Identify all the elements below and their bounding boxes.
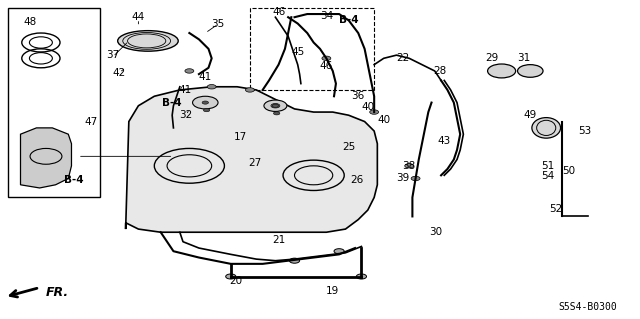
Circle shape	[246, 88, 254, 92]
Text: 41: 41	[179, 85, 191, 95]
Circle shape	[273, 112, 280, 115]
Text: 29: 29	[485, 53, 499, 63]
Text: 36: 36	[351, 91, 365, 101]
Circle shape	[289, 258, 300, 263]
Text: 21: 21	[272, 235, 285, 245]
Text: S5S4-B0300: S5S4-B0300	[558, 301, 617, 312]
Circle shape	[488, 64, 516, 78]
Circle shape	[193, 96, 218, 109]
Text: 31: 31	[517, 53, 531, 63]
Text: 22: 22	[396, 53, 410, 63]
Circle shape	[334, 249, 344, 254]
Text: 53: 53	[578, 126, 591, 136]
Text: 46: 46	[320, 61, 333, 71]
Text: 19: 19	[326, 286, 339, 296]
Circle shape	[271, 104, 280, 108]
Text: 48: 48	[24, 17, 36, 27]
Text: 28: 28	[433, 66, 447, 76]
Text: FR.: FR.	[46, 286, 69, 299]
Text: 25: 25	[342, 142, 355, 152]
Text: 20: 20	[229, 276, 243, 286]
Text: 38: 38	[403, 161, 416, 171]
Text: 32: 32	[180, 110, 193, 120]
Circle shape	[356, 274, 367, 279]
Text: 50: 50	[562, 166, 575, 176]
Circle shape	[204, 108, 210, 112]
Circle shape	[370, 110, 379, 114]
Circle shape	[202, 101, 209, 104]
Text: 30: 30	[429, 227, 442, 237]
Text: 54: 54	[541, 171, 555, 181]
Circle shape	[518, 65, 543, 77]
Text: 34: 34	[320, 11, 333, 21]
Text: 42: 42	[113, 68, 126, 78]
Bar	[8, 8, 100, 197]
Text: 52: 52	[549, 204, 563, 213]
Text: 41: 41	[198, 72, 212, 82]
Ellipse shape	[118, 31, 178, 51]
Text: 43: 43	[438, 136, 451, 145]
Polygon shape	[125, 87, 378, 232]
Text: B-4: B-4	[63, 175, 83, 185]
Circle shape	[272, 104, 278, 107]
Text: 46: 46	[272, 7, 285, 18]
Text: 27: 27	[248, 158, 262, 168]
Text: 51: 51	[541, 161, 555, 171]
Text: 17: 17	[234, 132, 247, 142]
Bar	[250, 8, 374, 90]
Text: 35: 35	[211, 19, 225, 28]
Circle shape	[207, 85, 216, 89]
Circle shape	[185, 69, 194, 73]
Text: 26: 26	[350, 175, 364, 185]
Polygon shape	[20, 128, 72, 188]
Circle shape	[264, 100, 287, 111]
Text: B-4: B-4	[162, 98, 181, 108]
Text: 47: 47	[84, 116, 97, 127]
Text: 37: 37	[106, 50, 120, 60]
Circle shape	[411, 176, 420, 181]
Text: 39: 39	[396, 174, 410, 183]
Text: 45: 45	[291, 47, 305, 57]
Circle shape	[322, 56, 331, 61]
Circle shape	[404, 164, 413, 168]
Text: 40: 40	[377, 115, 390, 125]
Text: B-4: B-4	[339, 15, 358, 26]
Ellipse shape	[532, 118, 561, 138]
Circle shape	[226, 274, 236, 279]
Text: 40: 40	[361, 102, 374, 112]
Text: 49: 49	[524, 110, 537, 120]
Text: 44: 44	[132, 12, 145, 22]
